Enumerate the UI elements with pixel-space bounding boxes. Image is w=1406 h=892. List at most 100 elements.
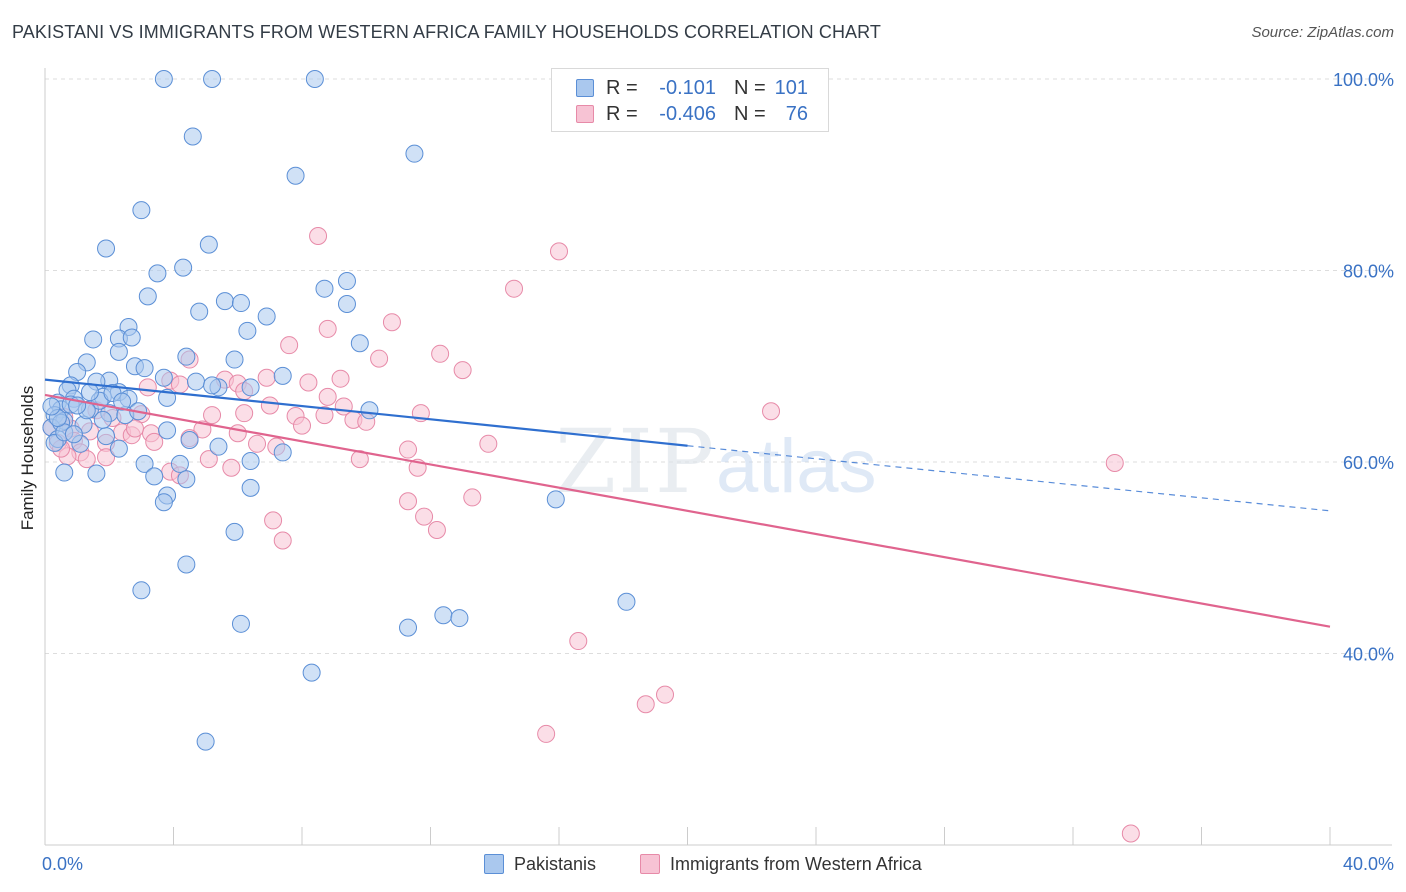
data-point-western-africa: [248, 434, 267, 453]
data-point-pakistanis: [135, 359, 154, 378]
data-point-pakistanis: [225, 522, 244, 541]
data-point-pakistanis: [399, 618, 418, 637]
data-point-pakistanis: [215, 292, 234, 311]
y-tick-label: 60.0%: [1343, 453, 1394, 473]
data-point-pakistanis: [148, 264, 167, 283]
data-point-western-africa: [125, 419, 144, 438]
data-point-western-africa: [264, 511, 283, 530]
data-point-pakistanis: [203, 70, 222, 88]
data-point-western-africa: [293, 416, 311, 435]
axes: [44, 68, 1392, 846]
x-tick-label-left: 0.0%: [42, 854, 83, 874]
data-point-western-africa: [415, 507, 434, 526]
data-point-western-africa: [280, 336, 299, 355]
y-tick-label: 80.0%: [1343, 262, 1394, 282]
r-label: R =: [606, 76, 638, 99]
data-point-pakistanis: [405, 144, 424, 163]
data-point-pakistanis: [64, 425, 83, 444]
data-point-western-africa: [199, 450, 218, 469]
n-label: N =: [734, 102, 766, 125]
legend-item-western-africa[interactable]: Immigrants from Western Africa: [640, 852, 922, 876]
data-point-western-africa: [762, 402, 781, 421]
data-point-western-africa: [170, 375, 189, 394]
data-point-western-africa: [382, 313, 401, 332]
data-point-pakistanis: [177, 470, 196, 489]
source-label: Source: ZipAtlas.com: [1251, 24, 1394, 41]
data-point-pakistanis: [241, 452, 260, 471]
data-point-western-africa: [222, 458, 241, 477]
y-tick-label: 100.0%: [1333, 70, 1394, 90]
data-point-pakistanis: [225, 350, 244, 369]
data-point-pakistanis: [132, 581, 151, 600]
trend-line-pakistanis: [44, 378, 688, 447]
data-point-pakistanis: [546, 490, 565, 509]
data-point-pakistanis: [97, 427, 116, 446]
r-value: -0.406: [659, 102, 716, 125]
data-point-western-africa: [427, 520, 446, 539]
data-point-pakistanis: [315, 279, 334, 298]
data-point-pakistanis: [186, 372, 205, 391]
data-point-western-africa: [315, 406, 334, 425]
data-point-western-africa: [235, 404, 254, 423]
legend-swatch-pink: [640, 854, 660, 874]
data-point-pakistanis: [183, 127, 202, 146]
data-point-pakistanis: [154, 70, 173, 88]
data-point-pakistanis: [257, 307, 276, 326]
data-point-pakistanis: [617, 592, 636, 611]
correlation-legend: R = -0.101 N = 101 R = -0.406 N = 76: [551, 68, 829, 132]
data-point-pakistanis: [93, 410, 112, 429]
data-point-western-africa: [299, 373, 318, 392]
legend-row-western-africa: R = -0.406 N = 76: [576, 101, 808, 127]
data-point-western-africa: [318, 319, 337, 338]
data-point-pakistanis: [174, 258, 193, 277]
legend-row-pakistanis: R = -0.101 N = 101: [576, 75, 808, 101]
data-point-pakistanis: [109, 439, 128, 458]
data-point-pakistanis: [177, 347, 196, 366]
legend-swatch-blue: [484, 854, 504, 874]
data-point-pakistanis: [337, 295, 356, 314]
data-point-pakistanis: [203, 376, 222, 395]
data-point-western-africa: [636, 695, 655, 714]
data-point-western-africa: [331, 369, 350, 388]
gridlines: [45, 78, 1392, 654]
data-point-pakistanis: [109, 342, 128, 361]
data-point-pakistanis: [350, 334, 369, 353]
y-tick-label: 40.0%: [1343, 645, 1394, 665]
trend-line-pakistanis-extension: [687, 445, 1331, 512]
series-legend: Pakistanis Immigrants from Western Afric…: [0, 852, 1406, 876]
data-point-pakistanis: [273, 443, 292, 462]
data-point-western-africa: [1105, 453, 1124, 472]
data-point-pakistanis: [132, 201, 151, 220]
data-point-western-africa: [550, 242, 568, 261]
watermark-atlas: atlas: [716, 424, 877, 509]
data-point-pakistanis: [80, 383, 99, 402]
data-point-pakistanis: [196, 732, 215, 751]
data-point-pakistanis: [135, 454, 154, 473]
legend-label-pakistanis: Pakistanis: [514, 853, 597, 874]
data-point-western-africa: [479, 434, 498, 453]
data-point-pakistanis: [273, 366, 292, 385]
data-point-western-africa: [463, 488, 482, 507]
legend-item-pakistanis[interactable]: Pakistanis: [484, 852, 596, 876]
data-point-western-africa: [569, 632, 588, 651]
data-point-western-africa: [228, 424, 247, 443]
data-point-pakistanis: [87, 464, 106, 483]
data-point-western-africa: [318, 387, 337, 406]
data-point-pakistanis: [199, 235, 218, 254]
data-point-pakistanis: [450, 609, 469, 628]
watermark-zip: ZIP: [555, 410, 716, 513]
data-point-pakistanis: [302, 663, 321, 682]
data-point-western-africa: [97, 448, 116, 467]
data-point-pakistanis: [154, 368, 173, 387]
data-point-pakistanis: [154, 493, 173, 512]
data-point-pakistanis: [241, 378, 260, 397]
trend-line-western-africa: [44, 393, 1331, 628]
data-point-western-africa: [431, 344, 450, 363]
watermark: ZIP atlas: [555, 410, 877, 513]
legend-swatch-blue: [576, 79, 594, 97]
data-point-western-africa: [453, 361, 472, 380]
data-point-pakistanis: [170, 454, 189, 473]
legend-label-western-africa: Immigrants from Western Africa: [670, 853, 922, 874]
data-point-western-africa: [138, 378, 157, 397]
